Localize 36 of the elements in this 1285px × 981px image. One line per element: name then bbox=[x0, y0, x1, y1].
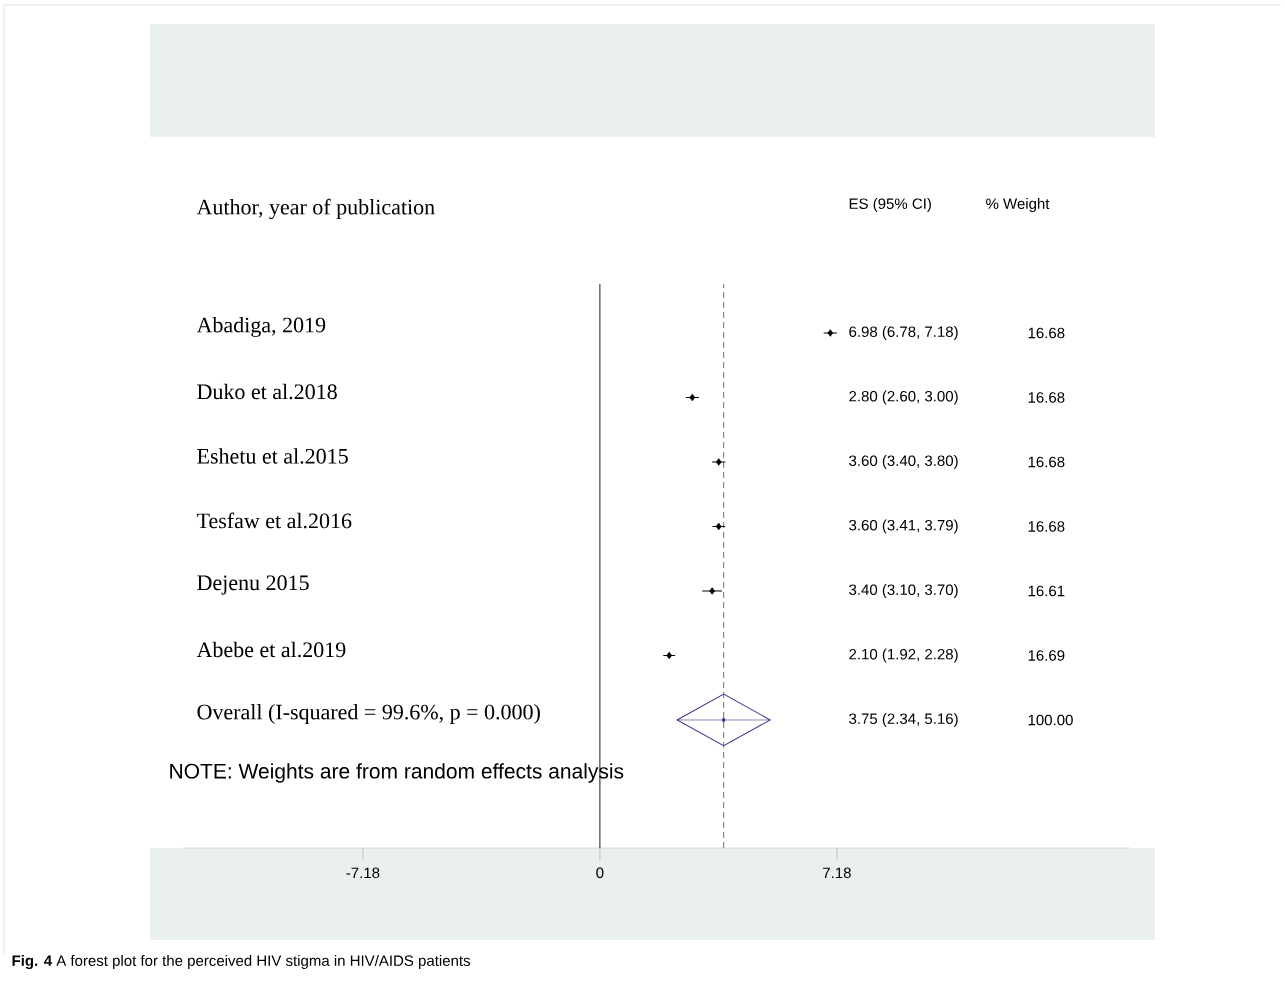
annotation: 16.68 bbox=[1028, 456, 1065, 468]
annotation: 2.80 (2.60, 3.00) bbox=[849, 390, 958, 405]
point bbox=[715, 522, 722, 531]
annotation: 100.00 bbox=[1028, 714, 1073, 726]
annotation: 16.69 bbox=[1028, 650, 1065, 661]
annotation: 3.40 (3.10, 3.70) bbox=[849, 584, 958, 598]
x-tick-label: -7.18 bbox=[346, 867, 380, 879]
y-tick-label: Overall (I-squared = 99.6%, p = 0.000) bbox=[197, 704, 540, 724]
point bbox=[666, 651, 673, 660]
annotation: 3.60 (3.40, 3.80) bbox=[849, 455, 958, 469]
y-tick-label: Tesfaw et al.2016 bbox=[196, 512, 352, 529]
point bbox=[709, 587, 715, 595]
annotation: 6.98 (6.78, 7.18) bbox=[849, 326, 958, 340]
annotation: 2.10 (1.92, 2.28) bbox=[849, 648, 958, 663]
y-tick-label: Dejenu 2015 bbox=[197, 575, 309, 595]
annotation: 16.68 bbox=[1028, 521, 1065, 532]
annotation: NOTE: Weights are from random effects analysis bbox=[170, 763, 624, 783]
text: ES (95% CI) bbox=[849, 198, 931, 212]
point bbox=[721, 717, 726, 723]
annotation: 3.75 (2.34, 5.16) bbox=[849, 713, 958, 727]
annotation: 3.60 (3.41, 3.79) bbox=[849, 519, 958, 534]
annotation: 16.61 bbox=[1028, 585, 1065, 597]
point bbox=[715, 458, 722, 466]
y-axis-title: Author, year of publication bbox=[196, 198, 435, 220]
y-tick-label: Eshetu et al.2015 bbox=[197, 448, 348, 464]
point bbox=[827, 329, 834, 337]
x-tick-label: 7.18 bbox=[823, 867, 851, 879]
annotation: 16.68 bbox=[1028, 327, 1065, 339]
y-tick-label: Abebe et al.2019 bbox=[196, 641, 346, 658]
text: Fig. 4 A forest plot for the perceived HIV stigma in HIV/AIDS patients bbox=[12, 954, 471, 970]
y-tick-label: Abadiga, 2019 bbox=[196, 316, 326, 337]
x-tick-label: 0 bbox=[596, 867, 604, 879]
text: % Weight bbox=[986, 197, 1050, 212]
annotation: 16.68 bbox=[1028, 392, 1065, 403]
point bbox=[689, 393, 696, 402]
y-tick-label: Duko et al.2018 bbox=[197, 383, 337, 400]
